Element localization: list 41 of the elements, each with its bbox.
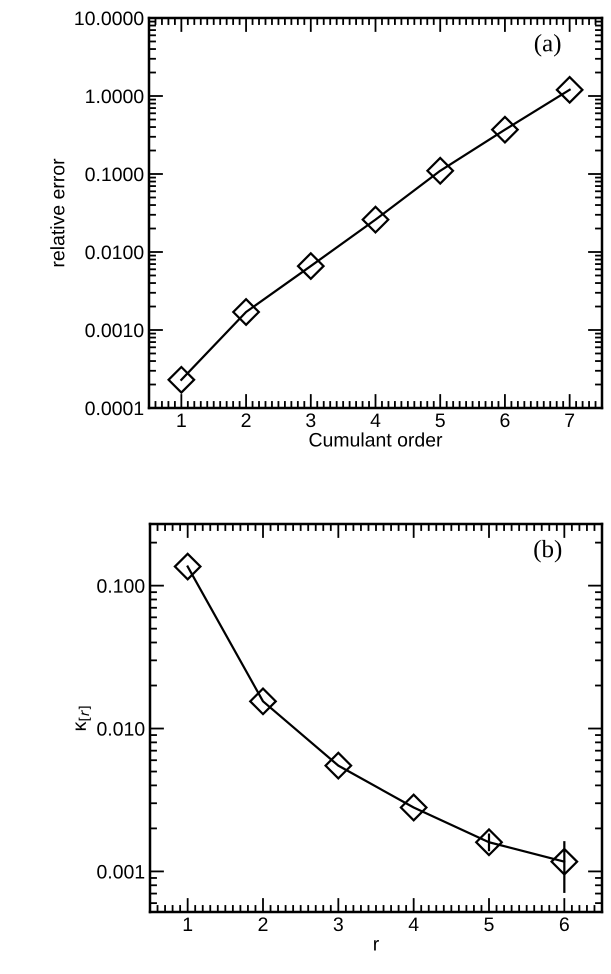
- annotation: (b): [534, 540, 562, 562]
- point: [426, 156, 454, 185]
- y-tick-label: 0.100: [97, 579, 144, 593]
- x-tick-label: 6: [500, 413, 510, 428]
- y-tick-label: 0.1000: [85, 167, 144, 182]
- x-tick-label: 2: [258, 917, 268, 931]
- x-tick-label: 1: [177, 414, 186, 427]
- y-tick-label: 0.010: [97, 722, 144, 736]
- x-tick-label: 5: [436, 414, 445, 428]
- x-tick-label: 5: [484, 918, 494, 932]
- point: [491, 116, 519, 144]
- x-tick-label: 7: [565, 414, 574, 427]
- y-axis-title: κ$_{[r]}$: [76, 706, 91, 730]
- x-tick-label: 3: [306, 413, 316, 428]
- y-axis-title: relative error: [50, 158, 64, 266]
- point: [232, 298, 260, 326]
- point: [296, 252, 325, 280]
- point: [249, 687, 277, 716]
- x-tick-label: 2: [242, 413, 251, 427]
- x-tick-label: 1: [184, 918, 192, 931]
- point: [475, 828, 503, 856]
- y-tick-label: 10.0000: [75, 11, 144, 26]
- x-axis-title: r: [374, 940, 379, 950]
- y-tick-label: 0.0001: [85, 401, 144, 416]
- x-tick-label: 4: [408, 918, 419, 931]
- point: [174, 552, 202, 580]
- point: [167, 366, 196, 394]
- y-tick-label: 0.0100: [85, 245, 144, 260]
- point: [400, 794, 428, 822]
- y-tick-label: 1.0000: [86, 89, 144, 104]
- annotation: (a): [534, 34, 560, 57]
- x-tick-label: 4: [370, 414, 380, 427]
- y-tick-label: 0.0010: [85, 323, 144, 338]
- x-tick-label: 3: [334, 917, 343, 932]
- x-axis-title: Cumulant order: [309, 432, 442, 447]
- point: [324, 752, 352, 780]
- point: [362, 206, 390, 234]
- point: [556, 76, 584, 104]
- y-tick-label: 0.001: [97, 864, 144, 879]
- x-tick-label: 6: [560, 917, 569, 932]
- point: [550, 848, 578, 876]
